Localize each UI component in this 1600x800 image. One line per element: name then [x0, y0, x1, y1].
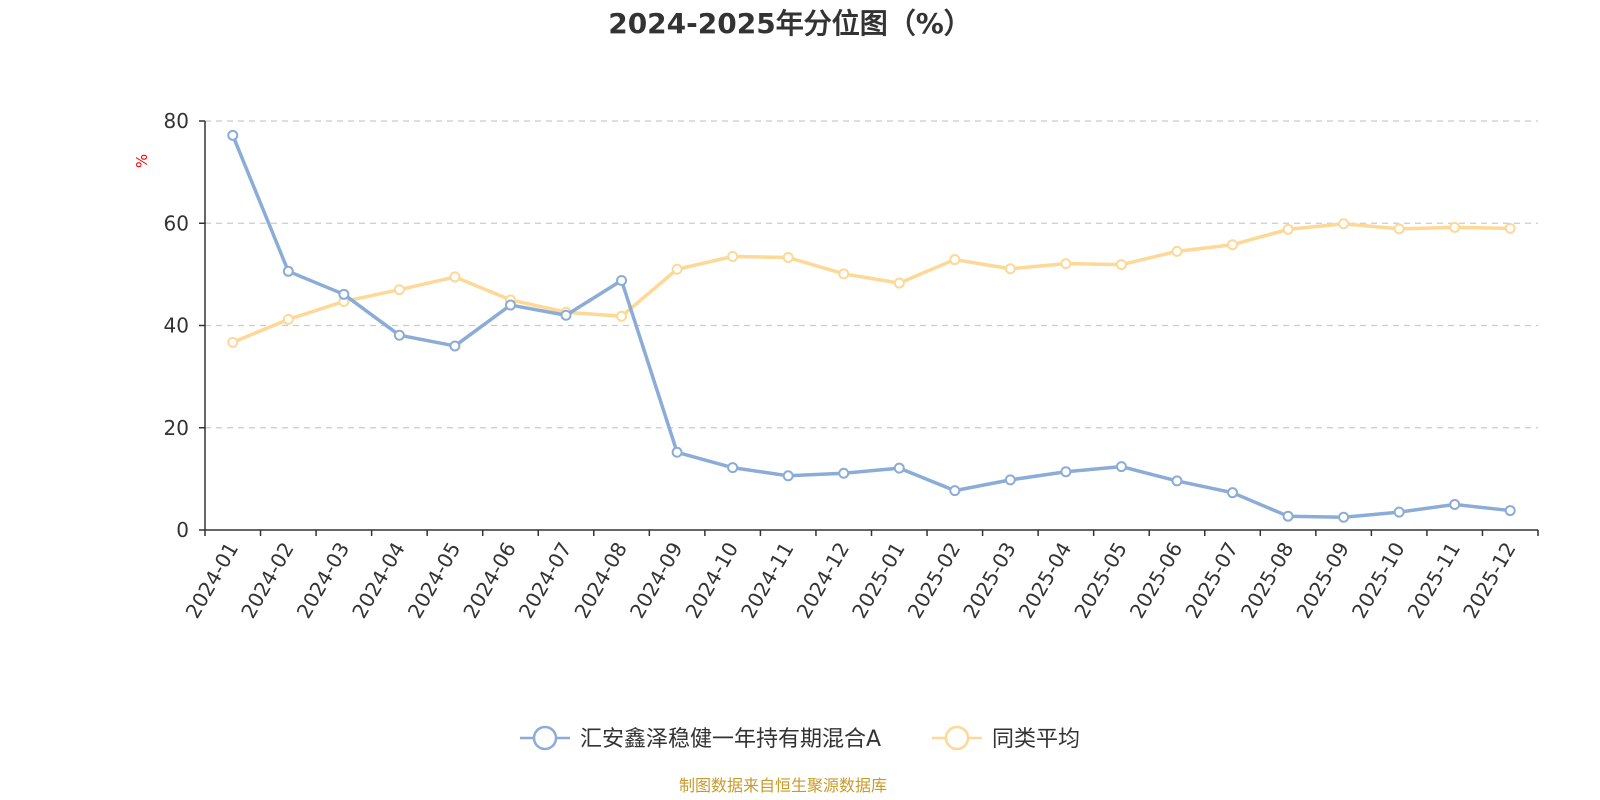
- data-point: [1060, 258, 1072, 270]
- data-point: [449, 340, 461, 352]
- legend-marker: [532, 725, 558, 751]
- x-tick-label: 2025-04: [1014, 538, 1077, 622]
- grid-lines: [205, 120, 1538, 429]
- x-tick-label: 2025-03: [958, 538, 1021, 622]
- x-tick-label: 2024-06: [458, 538, 521, 622]
- x-tick-label: 2024-10: [680, 538, 743, 622]
- data-point: [1449, 221, 1461, 233]
- y-tick-labels: 0 20 40 60 80: [164, 109, 189, 542]
- x-tick-label: 2025-11: [1403, 538, 1466, 622]
- data-point: [1115, 461, 1127, 473]
- data-point: [671, 446, 683, 458]
- data-point: [449, 271, 461, 283]
- legend-item-0: 汇安鑫泽稳健一年持有期混合A: [520, 725, 881, 752]
- data-point: [282, 265, 294, 277]
- series-line: [231, 133, 1512, 519]
- data-point: [893, 277, 905, 289]
- data-point: [1004, 474, 1016, 486]
- data-point: [1060, 466, 1072, 478]
- x-tick-label: 2025-12: [1458, 538, 1521, 622]
- x-tick-label: 2025-10: [1347, 538, 1410, 622]
- data-point: [838, 268, 850, 280]
- series-line: [231, 222, 1512, 345]
- y-tick-label: 0: [176, 518, 189, 542]
- data-point: [1338, 511, 1350, 523]
- x-tick-label: 2025-09: [1291, 538, 1354, 622]
- data-point: [1227, 487, 1239, 499]
- data-point: [504, 299, 516, 311]
- series-0: [227, 129, 1516, 523]
- legend-label: 汇安鑫泽稳健一年持有期混合A: [580, 727, 881, 752]
- x-tick-label: 2024-02: [236, 538, 299, 622]
- x-tick-labels: 2024-012024-022024-032024-042024-052024-…: [181, 538, 1521, 622]
- data-point: [1171, 475, 1183, 487]
- data-point: [560, 309, 572, 321]
- data-point: [393, 329, 405, 341]
- y-tick-label: 40: [164, 314, 189, 338]
- x-tick-label: 2025-01: [847, 538, 910, 622]
- data-point: [338, 288, 350, 300]
- y-tick-label: 60: [164, 211, 189, 235]
- data-point: [838, 467, 850, 479]
- axes: [199, 120, 1539, 536]
- data-point: [893, 462, 905, 474]
- data-point: [727, 250, 739, 262]
- data-point: [616, 310, 628, 322]
- legend-marker: [944, 725, 970, 751]
- data-point: [1115, 259, 1127, 271]
- x-tick-label: 2024-05: [403, 538, 466, 622]
- data-point: [1282, 223, 1294, 235]
- data-point: [1004, 263, 1016, 275]
- data-point: [1393, 223, 1405, 235]
- x-tick-label: 2024-11: [736, 538, 799, 622]
- data-point: [616, 275, 628, 287]
- x-tick-label: 2025-02: [903, 538, 966, 622]
- y-axis-unit: %: [133, 154, 151, 168]
- x-tick-label: 2025-05: [1069, 538, 1132, 622]
- data-point: [949, 485, 961, 497]
- data-point: [1449, 498, 1461, 510]
- data-point: [671, 263, 683, 275]
- x-tick-label: 2025-07: [1180, 538, 1243, 622]
- legend: 汇安鑫泽稳健一年持有期混合A 同类平均: [520, 725, 1080, 752]
- data-point: [782, 252, 794, 264]
- data-point: [1338, 218, 1350, 230]
- x-tick-label: 2024-04: [347, 538, 410, 622]
- data-point: [227, 336, 239, 348]
- chart-title: 2024-2025年分位图（%）: [608, 7, 972, 40]
- data-point: [1227, 239, 1239, 251]
- x-tick-label: 2024-12: [792, 538, 855, 622]
- data-point: [1282, 510, 1294, 522]
- x-tick-label: 2025-08: [1236, 538, 1299, 622]
- legend-label: 同类平均: [992, 727, 1080, 752]
- y-tick-label: 20: [164, 416, 189, 440]
- data-point: [282, 313, 294, 325]
- data-point: [782, 470, 794, 482]
- data-point: [1504, 505, 1516, 517]
- data-point: [1504, 222, 1516, 234]
- data-point: [1393, 506, 1405, 518]
- x-tick-label: 2025-06: [1125, 538, 1188, 622]
- source-note: 制图数据来自恒生聚源数据库: [679, 776, 887, 795]
- x-tick-label: 2024-01: [181, 538, 244, 622]
- data-point: [393, 284, 405, 296]
- data-point: [227, 129, 239, 141]
- data-point: [949, 254, 961, 266]
- x-tick-label: 2024-09: [625, 538, 688, 622]
- x-tick-label: 2024-03: [292, 538, 355, 622]
- legend-item-1: 同类平均: [932, 725, 1080, 752]
- y-tick-label: 80: [164, 109, 189, 133]
- series-layer: [227, 129, 1516, 523]
- x-tick-label: 2024-07: [514, 538, 577, 622]
- data-point: [1171, 245, 1183, 257]
- series-1: [227, 218, 1516, 348]
- x-tick-label: 2024-08: [569, 538, 632, 622]
- data-point: [727, 462, 739, 474]
